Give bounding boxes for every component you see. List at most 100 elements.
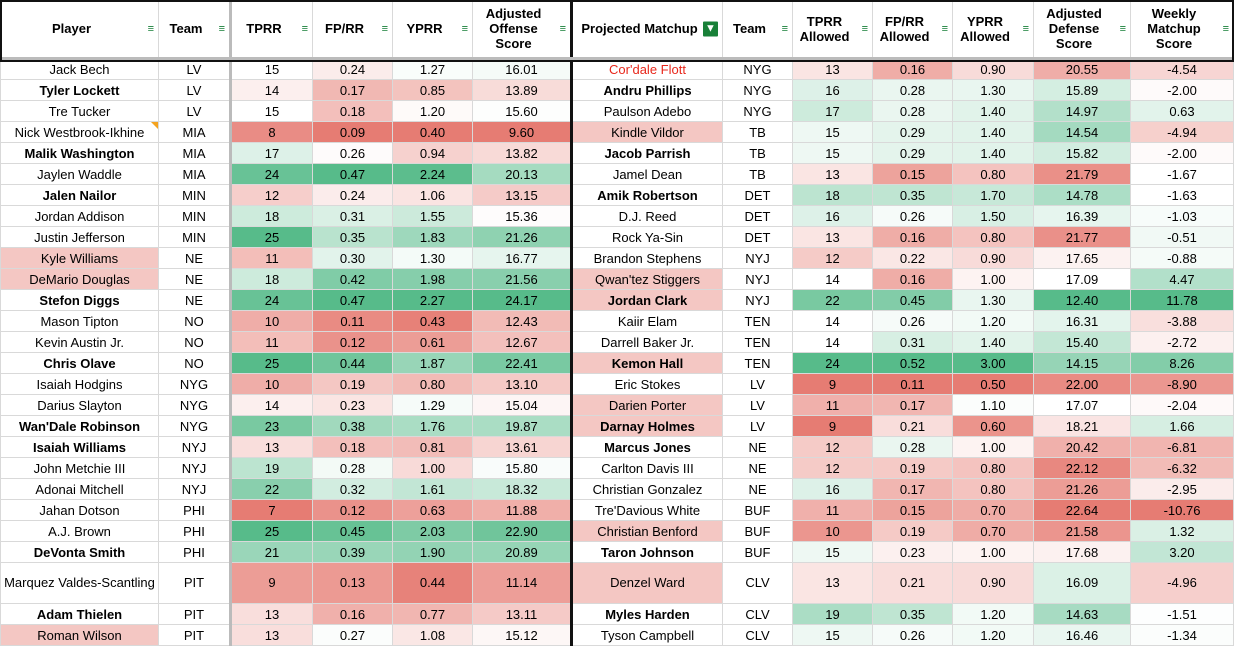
fprr-cell[interactable]: 0.17 (312, 79, 393, 101)
tprr-cell[interactable]: 7 (229, 499, 313, 521)
yprr-allowed-cell[interactable]: 1.00 (952, 268, 1034, 290)
def-team-cell[interactable]: DET (722, 184, 793, 206)
team-cell[interactable]: MIN (158, 226, 231, 248)
adj-offense-cell[interactable]: 13.89 (472, 79, 572, 101)
adj-offense-cell[interactable]: 22.90 (472, 520, 572, 542)
team-cell[interactable]: PHI (158, 520, 231, 542)
def-team-cell[interactable]: TEN (722, 352, 793, 374)
adj-defense-cell[interactable]: 18.21 (1033, 415, 1131, 437)
adj-offense-cell[interactable]: 16.77 (472, 247, 572, 269)
yprr-allowed-cell[interactable]: 1.20 (952, 624, 1034, 646)
tprr-cell[interactable]: 25 (229, 520, 313, 542)
def-team-cell[interactable]: LV (722, 394, 793, 416)
team-cell[interactable]: LV (158, 100, 231, 122)
adj-defense-cell[interactable]: 16.46 (1033, 624, 1131, 646)
def-team-cell[interactable]: TB (722, 142, 793, 164)
tprr-allowed-cell[interactable]: 24 (792, 352, 873, 374)
fprr-allowed-cell[interactable]: 0.26 (872, 624, 953, 646)
player-cell[interactable]: Kyle Williams (0, 247, 159, 269)
weekly-score-cell[interactable]: -2.00 (1130, 142, 1234, 164)
tprr-cell[interactable]: 9 (229, 562, 313, 604)
team-cell[interactable]: PHI (158, 541, 231, 563)
adj-offense-cell[interactable]: 13.61 (472, 436, 572, 458)
matchup-cell[interactable]: Denzel Ward (570, 562, 723, 604)
fprr-allowed-cell[interactable]: 0.17 (872, 394, 953, 416)
weekly-score-cell[interactable]: -1.34 (1130, 624, 1234, 646)
tprr-allowed-cell[interactable]: 22 (792, 289, 873, 311)
weekly-score-cell[interactable]: -4.96 (1130, 562, 1234, 604)
def-team-cell[interactable]: BUF (722, 499, 793, 521)
team-cell[interactable]: MIA (158, 142, 231, 164)
fprr-allowed-cell[interactable]: 0.11 (872, 373, 953, 395)
fprr-allowed-cell[interactable]: 0.52 (872, 352, 953, 374)
player-cell[interactable]: Jalen Nailor (0, 184, 159, 206)
adj-defense-cell[interactable]: 16.39 (1033, 205, 1131, 227)
tprr-cell[interactable]: 15 (229, 100, 313, 122)
adj-offense-cell[interactable]: 24.17 (472, 289, 572, 311)
fprr-cell[interactable]: 0.30 (312, 247, 393, 269)
player-cell[interactable]: Tyler Lockett (0, 79, 159, 101)
player-cell[interactable]: Marquez Valdes-Scantling (0, 562, 159, 604)
adj-offense-cell[interactable]: 18.32 (472, 478, 572, 500)
team-cell[interactable]: MIN (158, 184, 231, 206)
matchup-cell[interactable]: Paulson Adebo (570, 100, 723, 122)
yprr-allowed-cell[interactable]: 0.60 (952, 415, 1034, 437)
player-cell[interactable]: Justin Jefferson (0, 226, 159, 248)
team-cell[interactable]: NYJ (158, 478, 231, 500)
yprr-cell[interactable]: 1.30 (392, 247, 473, 269)
adj-offense-cell[interactable]: 13.82 (472, 142, 572, 164)
matchup-cell[interactable]: Qwan'tez Stiggers (570, 268, 723, 290)
matchup-cell[interactable]: Rock Ya-Sin (570, 226, 723, 248)
matchup-cell[interactable]: Tre'Davious White (570, 499, 723, 521)
yprr-cell[interactable]: 1.06 (392, 184, 473, 206)
fprr-cell[interactable]: 0.19 (312, 373, 393, 395)
team-cell[interactable]: NO (158, 331, 231, 353)
fprr-allowed-cell[interactable]: 0.35 (872, 184, 953, 206)
weekly-score-cell[interactable]: -0.51 (1130, 226, 1234, 248)
team-cell[interactable]: PIT (158, 624, 231, 646)
fprr-allowed-cell[interactable]: 0.15 (872, 163, 953, 185)
fprr-cell[interactable]: 0.23 (312, 394, 393, 416)
team-cell[interactable]: NYG (158, 373, 231, 395)
filter-icon[interactable]: ≡ (559, 22, 566, 35)
adj-defense-cell[interactable]: 21.26 (1033, 478, 1131, 500)
tprr-cell[interactable]: 18 (229, 205, 313, 227)
team-cell[interactable]: NYJ (158, 436, 231, 458)
tprr-allowed-cell[interactable]: 13 (792, 562, 873, 604)
tprr-allowed-cell[interactable]: 13 (792, 163, 873, 185)
fprr-allowed-cell[interactable]: 0.28 (872, 100, 953, 122)
weekly-score-cell[interactable]: -4.54 (1130, 58, 1234, 80)
adj-offense-cell[interactable]: 22.41 (472, 352, 572, 374)
yprr-cell[interactable]: 0.94 (392, 142, 473, 164)
team-cell[interactable]: PIT (158, 562, 231, 604)
filter-icon[interactable]: ≡ (1022, 22, 1029, 35)
fprr-cell[interactable]: 0.42 (312, 268, 393, 290)
fprr-allowed-cell[interactable]: 0.35 (872, 603, 953, 625)
tprr-cell[interactable]: 13 (229, 603, 313, 625)
weekly-score-cell[interactable]: -10.76 (1130, 499, 1234, 521)
weekly-score-cell[interactable]: 3.20 (1130, 541, 1234, 563)
tprr-allowed-cell[interactable]: 9 (792, 373, 873, 395)
weekly-score-cell[interactable]: -2.00 (1130, 79, 1234, 101)
matchup-cell[interactable]: Darnay Holmes (570, 415, 723, 437)
player-cell[interactable]: DeMario Douglas (0, 268, 159, 290)
tprr-allowed-cell[interactable]: 16 (792, 205, 873, 227)
yprr-cell[interactable]: 0.44 (392, 562, 473, 604)
adj-offense-cell[interactable]: 13.11 (472, 603, 572, 625)
column-header-adj-def[interactable]: Adjusted Defense Score ≡ (1033, 0, 1131, 61)
tprr-cell[interactable]: 17 (229, 142, 313, 164)
team-cell[interactable]: NYG (158, 394, 231, 416)
yprr-allowed-cell[interactable]: 0.90 (952, 562, 1034, 604)
adj-defense-cell[interactable]: 17.09 (1033, 268, 1131, 290)
adj-offense-cell[interactable]: 15.60 (472, 100, 572, 122)
fprr-cell[interactable]: 0.32 (312, 478, 393, 500)
fprr-cell[interactable]: 0.47 (312, 163, 393, 185)
matchup-cell[interactable]: Andru Phillips (570, 79, 723, 101)
def-team-cell[interactable]: CLV (722, 624, 793, 646)
tprr-allowed-cell[interactable]: 15 (792, 142, 873, 164)
player-cell[interactable]: Jack Bech (0, 58, 159, 80)
filter-icon[interactable]: ≡ (218, 22, 225, 35)
tprr-cell[interactable]: 11 (229, 331, 313, 353)
yprr-allowed-cell[interactable]: 1.40 (952, 142, 1034, 164)
team-cell[interactable]: PIT (158, 603, 231, 625)
